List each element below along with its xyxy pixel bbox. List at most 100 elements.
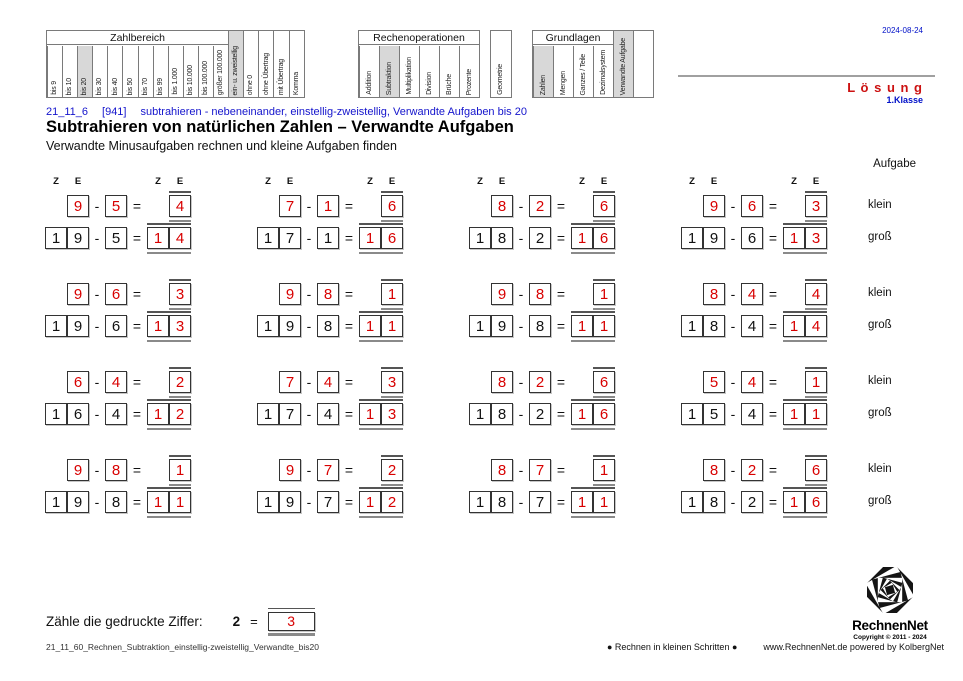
problem-row-small: 9-8 = 1: [257, 279, 403, 310]
problem-row-large: 1 9-5 = 1 4: [45, 223, 191, 254]
minus-sign: -: [94, 198, 100, 214]
minuend-ones-box: 9: [279, 315, 301, 337]
spacer: [681, 283, 703, 305]
ones-column-label: E: [710, 176, 718, 187]
spacer: [783, 195, 805, 217]
equals-sign: =: [132, 406, 142, 422]
tens-column-label: Z: [579, 176, 585, 187]
answer-field: 1: [169, 455, 191, 486]
task-answer-field: 3: [267, 607, 315, 636]
minus-sign: -: [730, 230, 736, 246]
equals-sign: =: [556, 286, 566, 302]
count-digit-task: Zähle die gedruckte Ziffer: 2 = 3: [46, 607, 315, 636]
answer-digit-box: 4: [805, 315, 827, 337]
header-category-cell: bis 30: [92, 46, 107, 97]
equals-sign: =: [344, 494, 354, 510]
answer-digit-box: 1: [359, 491, 381, 513]
spacer: [147, 195, 169, 217]
answer-digit-box: 3: [805, 195, 827, 217]
spacer: [359, 283, 381, 305]
problem-row-large: 1 8-2 = 1 6: [469, 399, 615, 430]
tens-column-label: Z: [155, 176, 161, 187]
subtrahend-box: 5: [105, 195, 127, 217]
answer-digit-box: 1: [381, 315, 403, 337]
equals-sign: =: [132, 230, 142, 246]
subtrahend-box: 2: [529, 371, 551, 393]
header-category-cell: Komma: [288, 31, 304, 97]
minuend-box: 9: [67, 459, 89, 481]
subtrahend-box: 2: [529, 403, 551, 425]
problem-row-small: 9-5 = 4: [45, 191, 191, 222]
minus-sign: -: [518, 494, 524, 510]
minuend-ones-box: 8: [703, 491, 725, 513]
minuend-tens-box: 1: [469, 491, 491, 513]
minuend-box: 8: [703, 283, 725, 305]
subtrahend-box: 7: [317, 459, 339, 481]
equals-sign: =: [556, 230, 566, 246]
header-category-label: Mengen: [559, 70, 567, 95]
minus-sign: -: [518, 230, 524, 246]
minuend-box: 8: [491, 371, 513, 393]
header-category-label: Subtraktion: [385, 61, 393, 95]
answer-digit-box: 1: [359, 403, 381, 425]
date-label: 2024-08-24: [882, 26, 923, 35]
answer-field: 3: [805, 191, 827, 222]
answer-digit-box: 1: [359, 315, 381, 337]
minus-sign: -: [94, 286, 100, 302]
minus-sign: -: [306, 494, 312, 510]
answer-digit-box: 1: [783, 403, 805, 425]
answer-digit-box: 1: [147, 227, 169, 249]
ones-column-label: E: [812, 176, 820, 187]
spacer: [783, 371, 805, 393]
equals-sign: =: [556, 198, 566, 214]
subtrahend-box: 6: [741, 227, 763, 249]
header-category-cell: bis 10.000: [182, 46, 198, 97]
header-category-cell: ohne 0: [243, 31, 258, 97]
minuend-box: 5: [703, 371, 725, 393]
subtrahend-box: 2: [741, 459, 763, 481]
minuend-box: 8: [491, 459, 513, 481]
minus-sign: -: [94, 462, 100, 478]
header-category-cell: bis 99: [152, 46, 168, 97]
minuend-ones-box: 8: [491, 403, 513, 425]
footer-site: www.RechnenNet.de powered by KolbergNet: [763, 642, 944, 652]
spacer: [257, 459, 279, 481]
spacer: [469, 459, 491, 481]
minus-sign: -: [306, 374, 312, 390]
subtrahend-box: 4: [741, 283, 763, 305]
page-subtitle: Verwandte Minusaufgaben rechnen und klei…: [46, 139, 397, 153]
answer-digit-box: 6: [593, 195, 615, 217]
spacer: [681, 195, 703, 217]
answer-digit-box: 1: [805, 403, 827, 425]
minuend-tens-box: 1: [257, 227, 279, 249]
spacer: [257, 283, 279, 305]
subtrahend-box: 4: [105, 371, 127, 393]
minuend-tens-box: 1: [45, 403, 67, 425]
equals-sign: =: [132, 318, 142, 334]
spacer: [469, 371, 491, 393]
subtrahend-box: 8: [529, 283, 551, 305]
header-category-label: ohne Übertrag: [262, 52, 270, 95]
subtrahend-box: 4: [741, 403, 763, 425]
header-category-label: bis 10.000: [187, 64, 195, 95]
answer-field: 2: [169, 367, 191, 398]
problem-row-large: 1 8-2 = 1 6: [681, 487, 827, 518]
problem-row-small: 9-8 = 1: [469, 279, 615, 310]
answer-digit-box: 1: [571, 403, 593, 425]
header-category-cell: bis 1.000: [167, 46, 183, 97]
minus-sign: -: [518, 286, 524, 302]
answer-field: 6: [593, 367, 615, 398]
equals-sign: =: [344, 230, 354, 246]
header-category-cell: Mengen: [553, 46, 573, 97]
header-category-cell: Subtraktion: [379, 46, 399, 97]
answer-digit-box: 4: [805, 283, 827, 305]
problem-row-small: 8-2 = 6: [469, 191, 615, 222]
header-category-cell: Multiplikation: [399, 46, 419, 97]
answer-digit-box: 1: [147, 315, 169, 337]
minus-sign: -: [730, 406, 736, 422]
